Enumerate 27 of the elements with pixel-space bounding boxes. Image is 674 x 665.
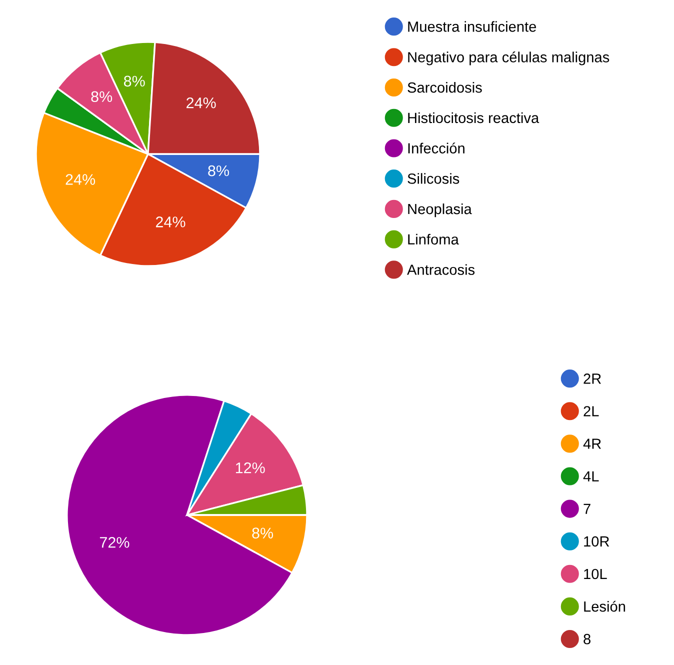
- legend-label: 8: [584, 634, 590, 644]
- legend-label: Lesión: [584, 600, 626, 612]
- legend-label: 2L: [584, 406, 599, 416]
- legend-label: 2R: [584, 374, 601, 384]
- data-label: 24%: [66, 174, 96, 185]
- legend-label: Infección: [408, 142, 464, 154]
- data-label: 8%: [124, 76, 145, 87]
- legend-label: Negativo para células malignas: [408, 51, 610, 66]
- data-label: 8%: [91, 91, 112, 102]
- legend-label: Linfoma: [408, 234, 459, 245]
- legend-label: Sarcoidosis: [408, 82, 482, 93]
- legend-label: 10R: [584, 536, 610, 547]
- data-label: 72%: [100, 536, 130, 548]
- legend-label: Histiocitosis reactiva: [408, 112, 540, 124]
- legend-label: 4L: [583, 471, 599, 482]
- legend-label: Silicosis: [408, 173, 460, 184]
- data-label: 8%: [252, 528, 274, 538]
- legend-label: Antracosis: [407, 264, 475, 275]
- legend-label: 7: [584, 504, 590, 514]
- data-label: 8%: [208, 165, 230, 176]
- legend-label: 4R: [583, 438, 601, 449]
- data-label: 24%: [156, 216, 186, 228]
- legend-label: 10L: [584, 568, 607, 580]
- data-label: 24%: [186, 97, 216, 108]
- data-label: 12%: [236, 462, 265, 474]
- legend-label: Muestra insuficiente: [408, 21, 536, 32]
- legend-label: Neoplasia: [408, 203, 472, 218]
